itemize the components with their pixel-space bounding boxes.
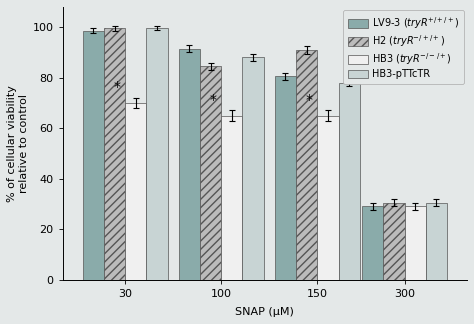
Text: *: * — [113, 80, 120, 94]
Text: *: * — [209, 93, 216, 107]
Bar — [146, 29, 168, 280]
X-axis label: SNAP (μM): SNAP (μM) — [236, 307, 294, 317]
Bar — [200, 66, 221, 280]
Bar — [179, 49, 200, 280]
Y-axis label: % of cellular viability
relative to control: % of cellular viability relative to cont… — [7, 85, 28, 202]
Bar — [426, 203, 447, 280]
Bar — [104, 29, 125, 280]
Text: *: * — [305, 93, 312, 107]
Bar — [82, 31, 104, 280]
Bar — [383, 203, 405, 280]
Bar — [405, 206, 426, 280]
Bar — [221, 116, 242, 280]
Bar — [242, 57, 264, 280]
Bar — [296, 50, 317, 280]
Bar — [275, 76, 296, 280]
Legend: LV9-3 ($\it{tryR}$$^{+/+/+}$), H2 ($\it{tryR}$$^{-/+/+}$), HB3 ($\it{tryR}$$^{-/: LV9-3 ($\it{tryR}$$^{+/+/+}$), H2 ($\it{… — [343, 10, 464, 84]
Bar — [362, 206, 383, 280]
Bar — [317, 116, 338, 280]
Bar — [338, 83, 360, 280]
Bar — [125, 103, 146, 280]
